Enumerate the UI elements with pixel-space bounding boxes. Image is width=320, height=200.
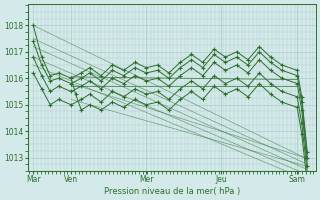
X-axis label: Pression niveau de la mer( hPa ): Pression niveau de la mer( hPa ) (104, 187, 240, 196)
